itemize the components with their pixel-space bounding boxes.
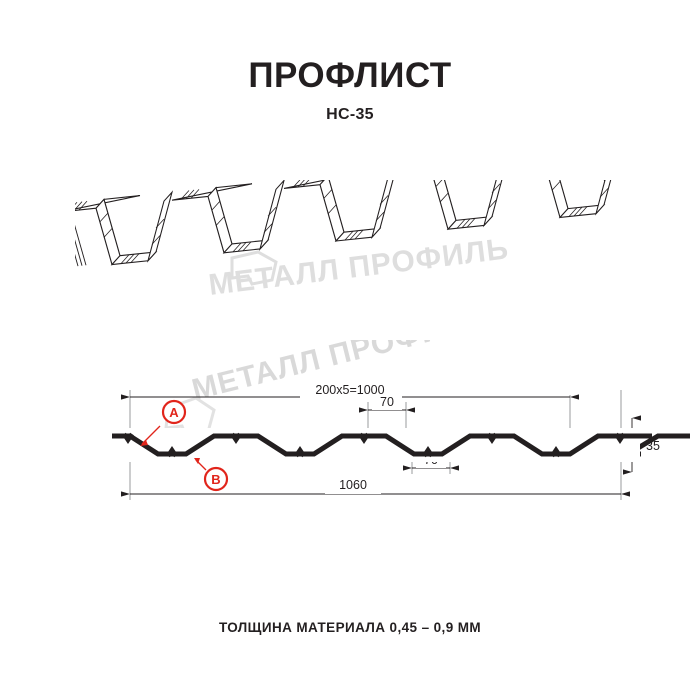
callout-a-circle[interactable] bbox=[161, 399, 187, 425]
dimension-top-flange: 70 bbox=[359, 395, 415, 413]
callout-a[interactable]: A bbox=[140, 399, 187, 446]
product-model: НС-35 bbox=[326, 106, 374, 123]
dimension-overall-label: 1060 bbox=[339, 478, 367, 492]
callout-a-label: A bbox=[169, 405, 179, 420]
callout-b-label: B bbox=[211, 472, 220, 487]
dimension-top-flange-label: 70 bbox=[380, 395, 394, 409]
isometric-sheet-view: МЕТАЛЛ ПРОФИЛЬ bbox=[0, 180, 700, 325]
stiffener-notches bbox=[122, 432, 626, 458]
corrugated-sheet-3d bbox=[75, 180, 620, 271]
watermark-logo-icon bbox=[230, 250, 278, 286]
page-title: ПРОФЛИСТ bbox=[248, 56, 452, 95]
dimension-pitch-label: 200x5=1000 bbox=[315, 383, 384, 397]
callout-b[interactable]: B bbox=[194, 458, 229, 492]
material-thickness-note: ТОЛЩИНА МАТЕРИАЛА 0,45 – 0,9 ММ bbox=[218, 620, 482, 635]
dimension-overall: 1060 bbox=[121, 478, 630, 497]
profile-outline-main bbox=[100, 428, 652, 462]
header: ПРОФЛИСТ НС-35 bbox=[0, 56, 700, 124]
cross-section-drawing: МЕТАЛЛ ПРОФИЛЬ 200x5=1000 bbox=[0, 340, 700, 515]
callout-b-circle[interactable] bbox=[203, 466, 229, 492]
